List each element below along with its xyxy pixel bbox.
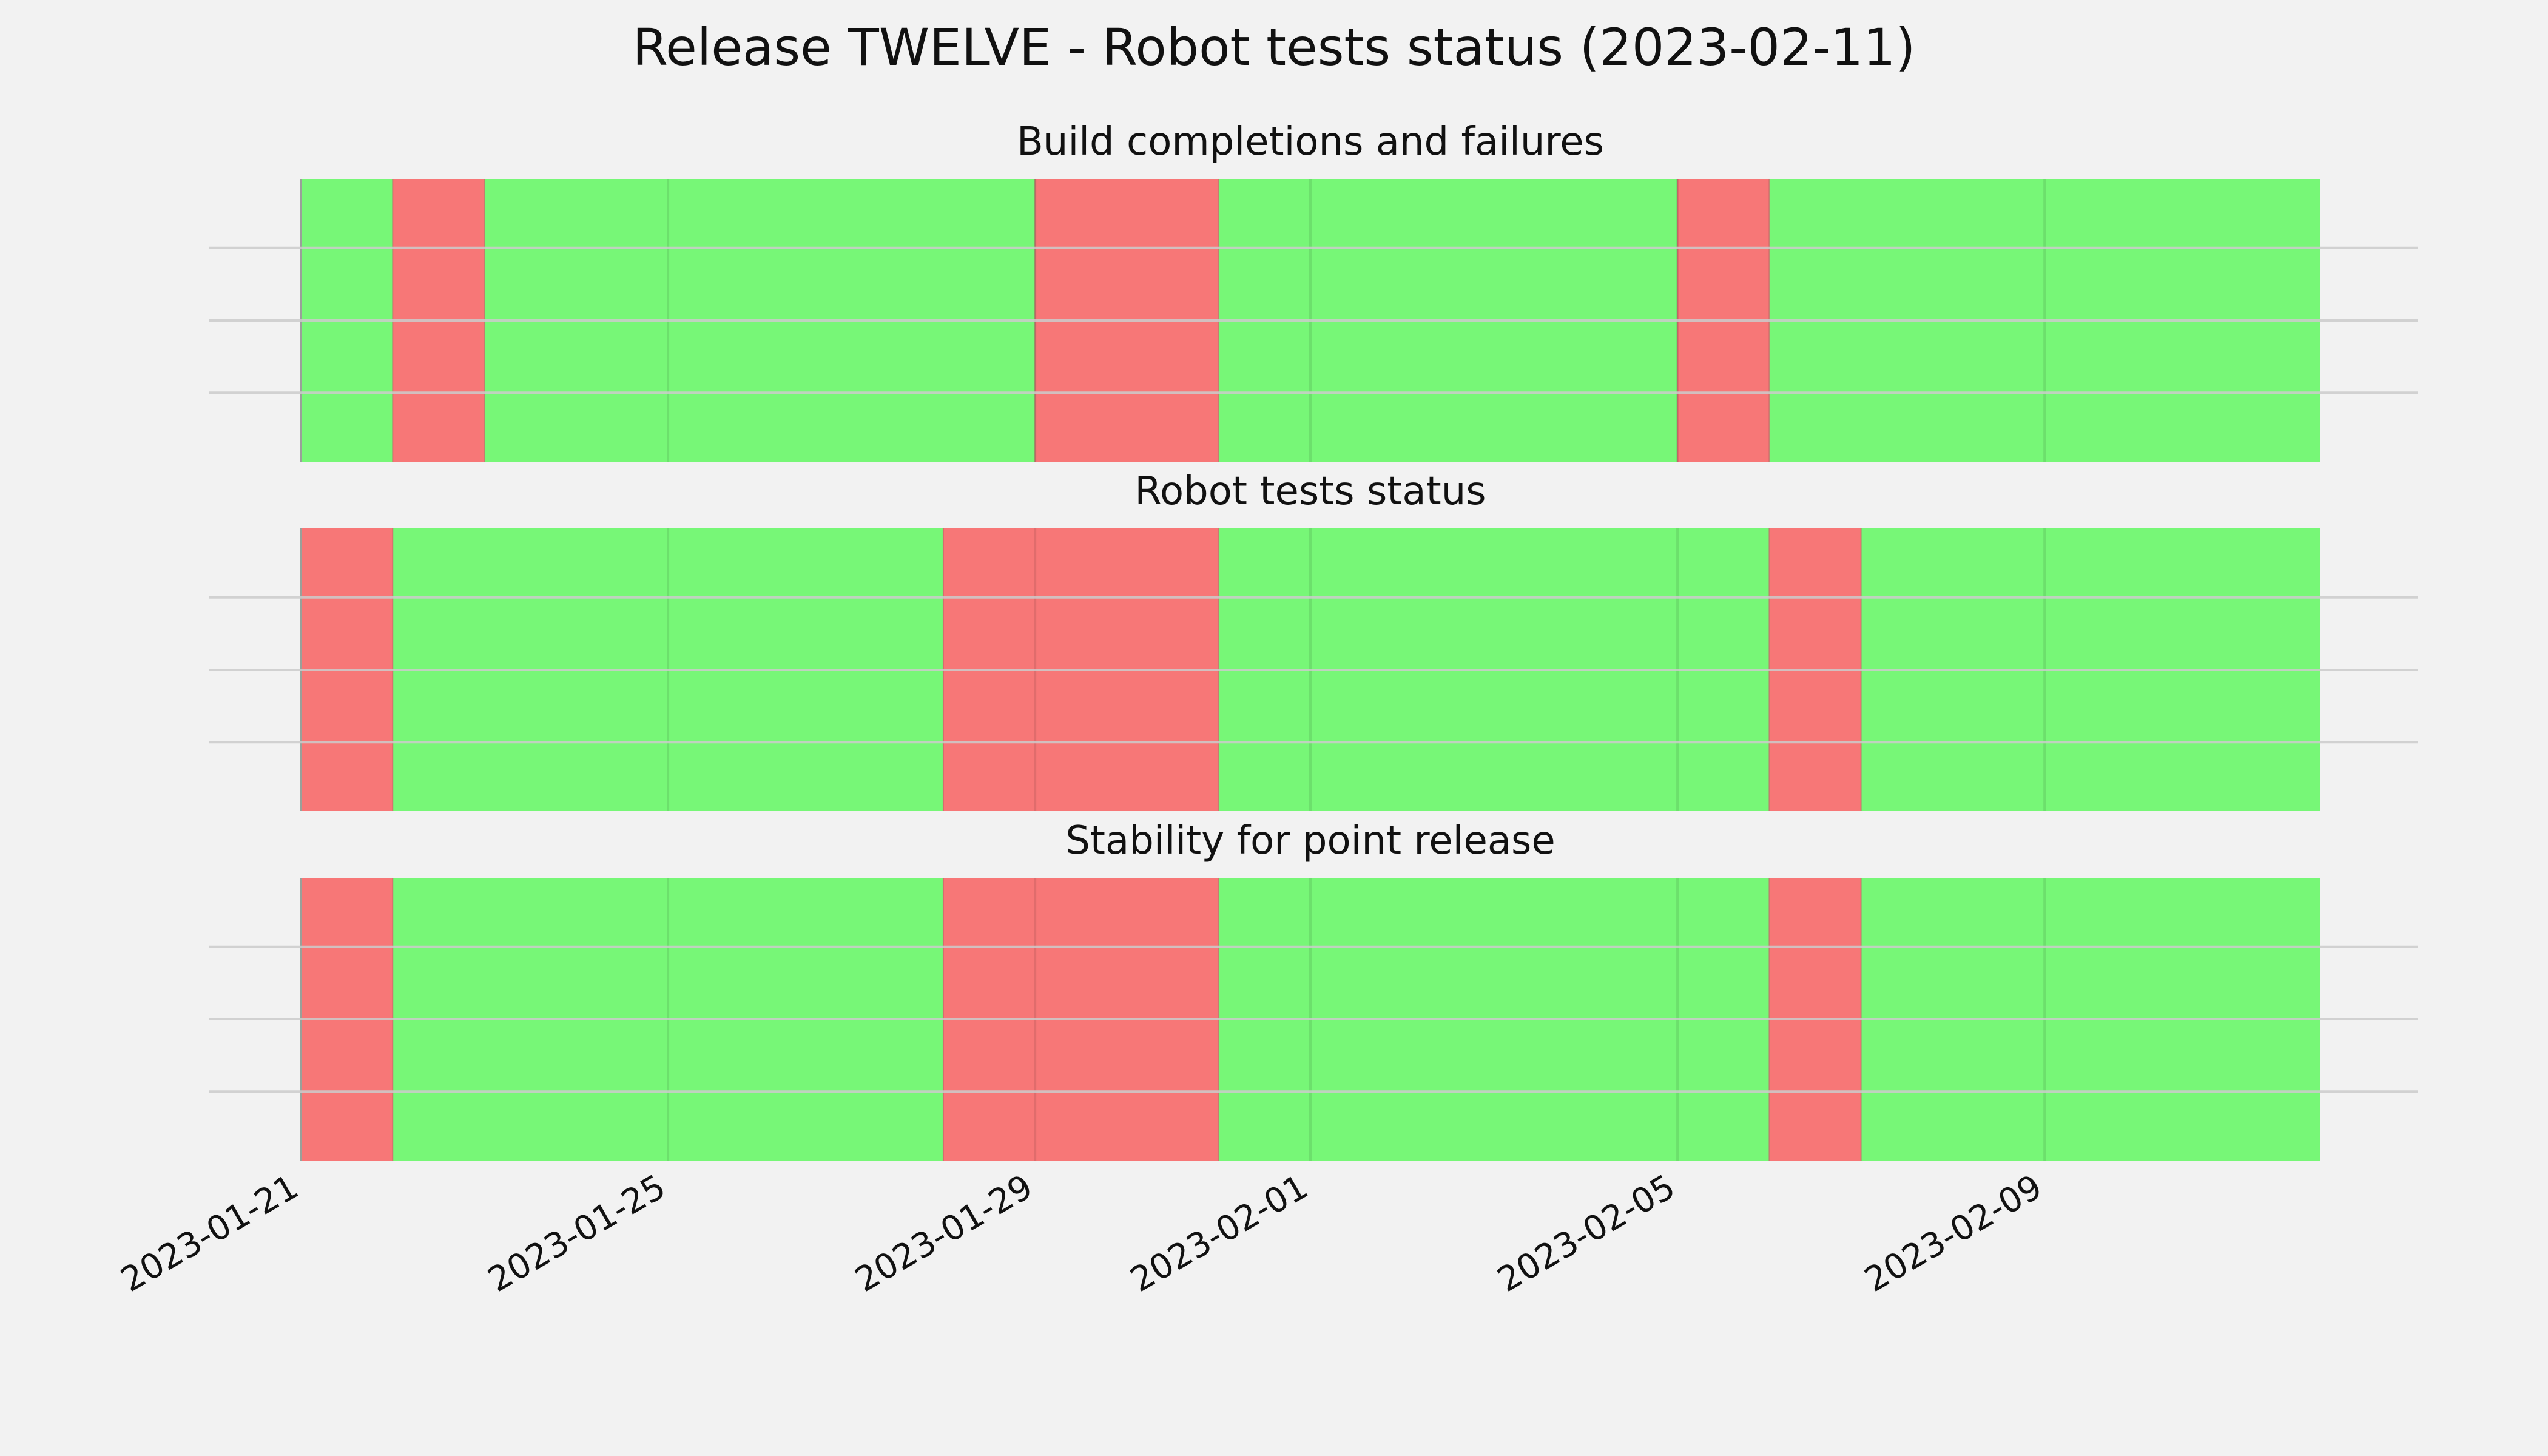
x-tick-label: 2023-01-25 xyxy=(482,1167,672,1300)
panel-1: Build completions and failures xyxy=(209,120,2418,462)
x-tick-label: 2023-01-21 xyxy=(115,1167,305,1300)
x-tick-label: 2023-02-01 xyxy=(1124,1167,1315,1300)
panel-2: Robot tests status xyxy=(209,469,2418,811)
x-tick-label: 2023-01-29 xyxy=(849,1167,1039,1300)
x-tick-label: 2023-02-09 xyxy=(1858,1167,2049,1300)
panel-3: Stability for point release xyxy=(209,818,2418,1161)
panels: Build completions and failures Robot test… xyxy=(209,120,2418,1161)
panel-title: Stability for point release xyxy=(1065,818,1555,863)
x-axis-tick-labels: 2023-01-21 2023-01-25 2023-01-29 2023-02-01… xyxy=(115,1167,2049,1300)
x-tick-label: 2023-02-05 xyxy=(1491,1167,1682,1300)
chart-title: Release TWELVE - Robot tests status (202… xyxy=(633,18,1916,77)
panel-title: Robot tests status xyxy=(1134,469,1486,514)
panel-title: Build completions and failures xyxy=(1017,120,1604,164)
